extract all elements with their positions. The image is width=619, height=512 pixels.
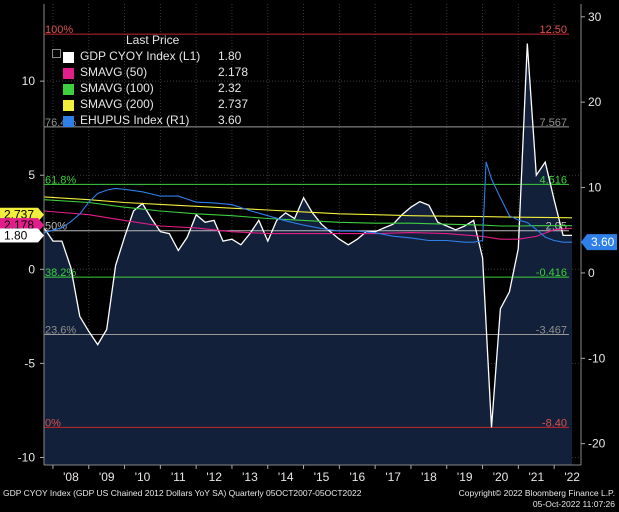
x-axis-tick-label: '09: [99, 470, 115, 484]
copyright-footer: Copyright© 2022 Bloomberg Finance L.P.: [458, 488, 615, 498]
fib-level-value: -8.40: [542, 417, 567, 429]
right-axis-tick-label: 10: [588, 181, 602, 195]
fib-level-value: -3.467: [536, 325, 567, 337]
gdp-area-fill: [44, 43, 572, 465]
fib-level-value: 2.05: [546, 221, 567, 233]
legend-series-name: GDP CYOY Index (L1): [80, 49, 201, 63]
timestamp-footer: 05-Oct-2022 11:07:26: [532, 499, 615, 509]
x-axis-tick-label: '15: [314, 470, 330, 484]
fib-level-label: 50%: [45, 221, 67, 233]
fib-level-label: 100%: [45, 24, 73, 36]
right-axis-tick-label: -10: [588, 351, 606, 365]
x-axis-tick-label: '08: [63, 470, 79, 484]
series-line: [43, 199, 572, 227]
legend-series-name: SMAVG (200): [80, 97, 154, 111]
legend-entry[interactable]: SMAVG (50) 2.178: [50, 65, 280, 81]
x-axis-tick-label: '13: [242, 470, 258, 484]
x-axis-tick-label: '19: [457, 470, 473, 484]
legend-entry[interactable]: GDP CYOY Index (L1) 1.80: [50, 49, 280, 65]
x-axis-tick-label: '12: [206, 470, 222, 484]
legend-entry[interactable]: SMAVG (200) 2.737: [50, 97, 280, 113]
fib-level-value: 7.567: [539, 117, 567, 129]
legend-swatch: [63, 52, 74, 63]
fib-level-value: 12.50: [539, 24, 567, 36]
x-axis-tick-label: '14: [278, 470, 294, 484]
legend-swatch: [63, 116, 74, 127]
fib-level-label: 61.8%: [45, 174, 76, 186]
legend-swatch: [63, 100, 74, 111]
series-line: [43, 196, 573, 219]
left-axis-tick-label: 10: [22, 74, 36, 88]
legend-swatch: [63, 68, 74, 79]
right-last-value-tag-text: 3.60: [591, 235, 615, 249]
right-last-value-tag: [581, 234, 617, 251]
left-axis-tick-label: 0: [28, 262, 35, 276]
x-axis-tick-label: '20: [493, 470, 509, 484]
legend-title: Last Price: [126, 33, 180, 47]
series-line: [43, 161, 572, 243]
legend-series-value: 2.178: [218, 65, 249, 79]
series-line: [43, 43, 572, 428]
right-axis-tick-label: 20: [588, 95, 602, 109]
right-axis-tick-label: 0: [588, 266, 595, 280]
left-axis-tick-label: 5: [28, 168, 35, 182]
last-value-tag: [0, 228, 38, 243]
left-axis-tick-label: -10: [18, 450, 36, 464]
legend-series-value: 3.60: [218, 113, 242, 127]
series-line: [43, 210, 573, 240]
legend-series-name: EHUPUS Index (R1): [80, 113, 190, 127]
x-axis-tick-label: '11: [171, 470, 186, 484]
x-axis-tick-label: '16: [350, 470, 366, 484]
left-axis-tick-label: -5: [24, 356, 35, 370]
legend-series-value: 2.737: [218, 97, 249, 111]
last-value-tag-text: 1.80: [4, 228, 28, 242]
last-value-tag-pointer: [38, 218, 44, 233]
legend-swatch: [63, 84, 74, 95]
legend-series-value: 1.80: [218, 49, 242, 63]
right-axis-tick-label: 30: [588, 10, 602, 24]
x-axis-tick-label: '17: [385, 470, 401, 484]
legend-collapse-box[interactable]: [52, 49, 61, 58]
legend-entry[interactable]: SMAVG (100) 2.32: [50, 81, 280, 97]
fib-level-label: 0%: [45, 417, 61, 429]
chart-source-footer: GDP CYOY Index (GDP US Chained 2012 Doll…: [3, 488, 362, 498]
x-axis-tick-label: '22: [564, 470, 580, 484]
fib-level-value: 4.516: [539, 174, 567, 186]
last-value-tag-pointer: [38, 207, 44, 222]
legend-series-value: 2.32: [218, 81, 242, 95]
legend-series-name: SMAVG (100): [80, 81, 154, 95]
fib-level-label: 23.6%: [45, 325, 76, 337]
x-axis-tick-label: '18: [421, 470, 437, 484]
legend-entry[interactable]: EHUPUS Index (R1) 3.60: [50, 113, 280, 129]
x-axis-tick-label: '21: [529, 470, 545, 484]
fib-level-value: -0.416: [536, 267, 567, 279]
fib-level-label: 38.2%: [45, 267, 76, 279]
legend-series-name: SMAVG (50): [80, 65, 148, 79]
x-axis-tick-label: '10: [135, 470, 151, 484]
right-axis-tick-label: -20: [588, 437, 606, 451]
last-value-tag-pointer: [38, 228, 44, 243]
